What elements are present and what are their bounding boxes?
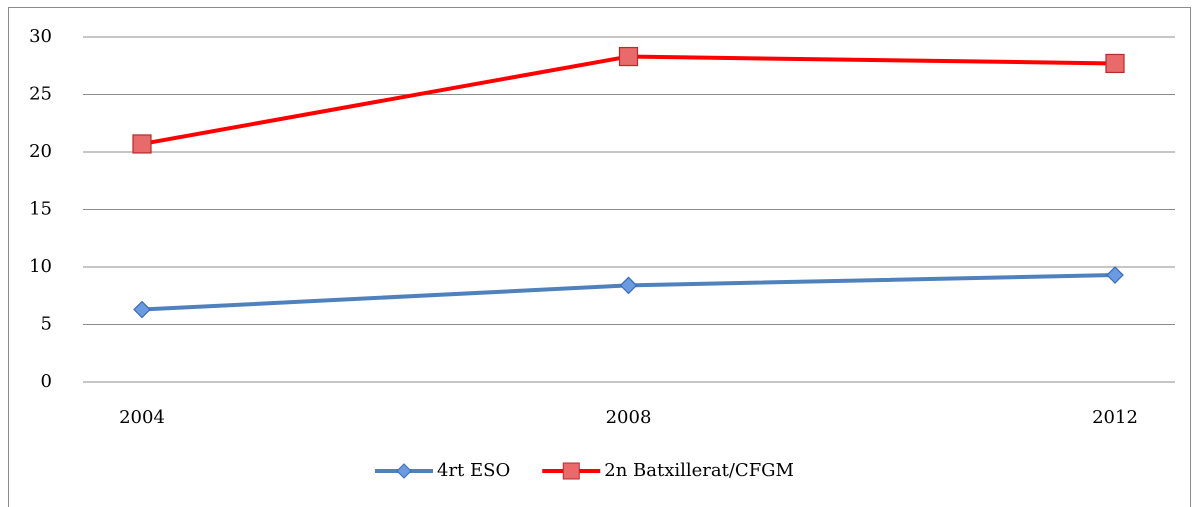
x-tick-label: 2004: [119, 407, 165, 428]
marker: [133, 300, 151, 319]
marker: [132, 134, 152, 154]
x-tick-label: 2012: [1092, 407, 1138, 428]
chart-frame: [8, 7, 1191, 507]
y-tick-label: 30: [29, 26, 52, 47]
series-line: [141, 54, 1116, 146]
marker: [1105, 53, 1125, 74]
x-tick-label: 2008: [606, 407, 652, 428]
marker: [1106, 266, 1124, 284]
y-tick-label: 15: [29, 199, 52, 220]
y-tick-label: 25: [29, 84, 52, 105]
marker: [618, 46, 639, 67]
y-tick-label: 20: [29, 141, 52, 162]
y-tick-label: 0: [41, 371, 52, 392]
legend-label: 4rt ESO: [437, 460, 510, 481]
marker: [619, 276, 638, 295]
legend-marker: [562, 462, 580, 480]
y-tick-label: 5: [41, 314, 52, 335]
legend-marker: [396, 463, 412, 479]
y-tick-label: 10: [29, 256, 52, 277]
legend-label: 2n Batxillerat/CFGM: [604, 460, 794, 481]
